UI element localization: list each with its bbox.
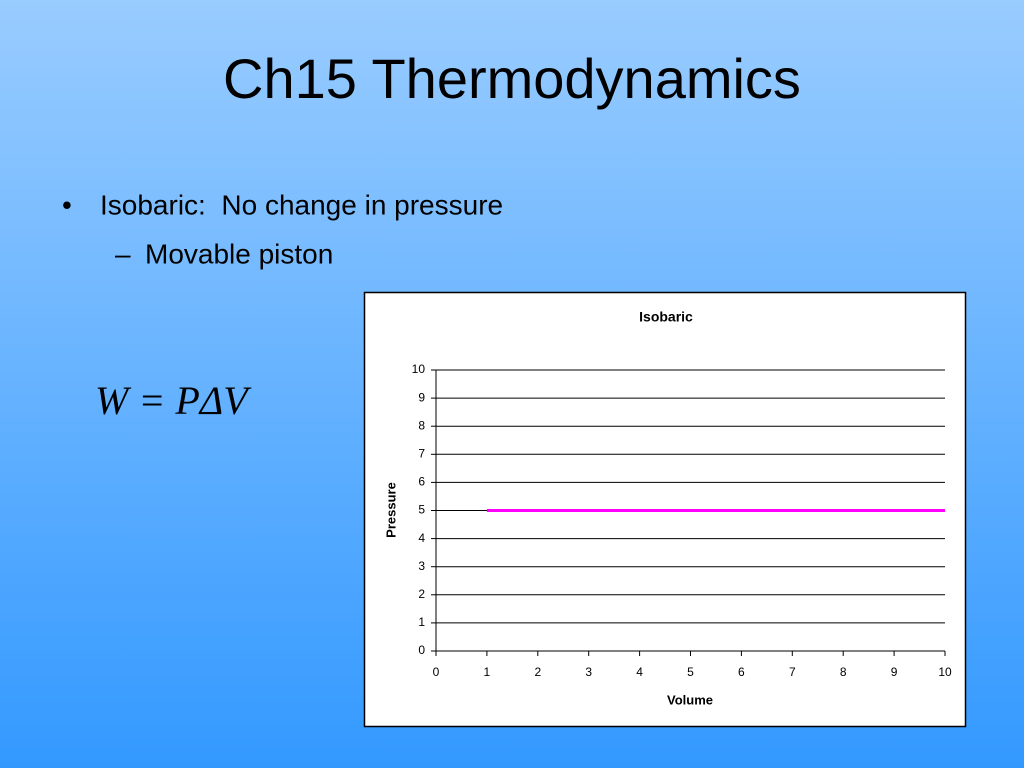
x-tick-label: 8 <box>840 665 847 679</box>
x-tick-label: 4 <box>636 665 643 679</box>
slide-title: Ch15 Thermodynamics <box>223 47 801 110</box>
y-tick-label: 0 <box>418 643 425 657</box>
bullet-marker: • <box>62 189 72 220</box>
y-tick-label: 4 <box>418 531 425 545</box>
x-tick-label: 3 <box>585 665 592 679</box>
bullet: Isobaric: No change in pressure <box>100 189 503 220</box>
x-tick-label: 5 <box>687 665 694 679</box>
y-tick-label: 6 <box>418 475 425 489</box>
y-tick-label: 10 <box>412 362 426 376</box>
x-tick-label: 2 <box>534 665 541 679</box>
x-tick-label: 0 <box>433 665 440 679</box>
y-tick-label: 8 <box>418 418 425 432</box>
chart-title: Isobaric <box>639 309 693 325</box>
y-tick-label: 5 <box>418 503 425 517</box>
equation: W = PΔV <box>95 378 252 423</box>
x-tick-label: 9 <box>891 665 898 679</box>
x-axis-label: Volume <box>667 692 713 707</box>
sub-bullet: Movable piston <box>145 238 333 269</box>
x-tick-label: 7 <box>789 665 796 679</box>
y-tick-label: 9 <box>418 390 425 404</box>
x-tick-label: 1 <box>484 665 491 679</box>
sub-bullet-marker: – <box>115 238 131 269</box>
y-tick-label: 7 <box>418 446 425 460</box>
y-tick-label: 2 <box>418 587 425 601</box>
y-axis-label: Pressure <box>383 482 398 538</box>
x-tick-label: 10 <box>938 665 952 679</box>
x-tick-label: 6 <box>738 665 745 679</box>
y-tick-label: 1 <box>418 615 425 629</box>
y-tick-label: 3 <box>418 559 425 573</box>
